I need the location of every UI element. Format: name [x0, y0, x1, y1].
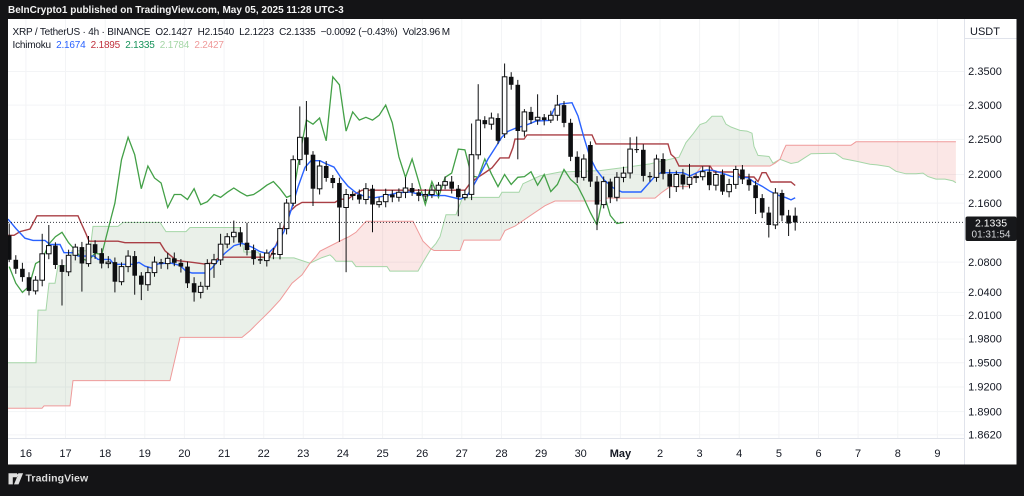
svg-text:24: 24: [337, 448, 349, 460]
svg-text:28: 28: [495, 448, 507, 460]
svg-text:2.0400: 2.0400: [968, 287, 1002, 299]
svg-text:1.9200: 1.9200: [968, 382, 1002, 394]
svg-text:26: 26: [416, 448, 428, 460]
svg-text:2.2500: 2.2500: [968, 134, 1002, 146]
svg-text:2.0100: 2.0100: [968, 310, 1002, 322]
svg-text:5: 5: [776, 448, 782, 460]
svg-text:9: 9: [934, 448, 940, 460]
svg-text:2.1335: 2.1335: [975, 218, 1007, 230]
svg-text:23: 23: [297, 448, 309, 460]
svg-text:30: 30: [575, 448, 587, 460]
svg-text:1.8900: 1.8900: [968, 406, 1002, 418]
svg-text:18: 18: [99, 448, 111, 460]
svg-text:2.3500: 2.3500: [968, 66, 1002, 78]
svg-text:2.3000: 2.3000: [968, 100, 1002, 112]
svg-text:4: 4: [736, 448, 742, 460]
svg-text:XRP / TetherUS · 4h · BINANCE: XRP / TetherUS · 4h · BINANCE O2.1427 H2…: [13, 27, 450, 38]
svg-text:May: May: [610, 448, 632, 460]
svg-text:8: 8: [895, 448, 901, 460]
svg-text:19: 19: [139, 448, 151, 460]
svg-text:29: 29: [535, 448, 547, 460]
svg-text:27: 27: [456, 448, 468, 460]
svg-text:1.8620: 1.8620: [968, 430, 1002, 442]
svg-text:3: 3: [697, 448, 703, 460]
svg-text:Ichimoku 2.1674 2.1895 2.13: Ichimoku 2.1674 2.1895 2.1335 2.1784 2.2…: [13, 40, 225, 51]
svg-text:USDT: USDT: [970, 26, 1000, 38]
svg-text:BeInCrypto1 published on Tradi: BeInCrypto1 published on TradingView.com…: [8, 5, 344, 16]
svg-text:21: 21: [218, 448, 230, 460]
svg-text:01:31:54: 01:31:54: [972, 230, 1011, 241]
svg-text:TradingView: TradingView: [26, 473, 89, 485]
svg-text:22: 22: [258, 448, 270, 460]
svg-text:25: 25: [376, 448, 388, 460]
svg-text:7: 7: [855, 448, 861, 460]
svg-text:6: 6: [815, 448, 821, 460]
svg-text:17: 17: [59, 448, 71, 460]
svg-text:20: 20: [178, 448, 190, 460]
svg-text:16: 16: [20, 448, 32, 460]
svg-text:2: 2: [657, 448, 663, 460]
svg-text:2.2000: 2.2000: [968, 169, 1002, 181]
svg-text:1.9500: 1.9500: [968, 358, 1002, 370]
svg-text:2.1600: 2.1600: [968, 198, 1002, 210]
svg-text:1.9800: 1.9800: [968, 334, 1002, 346]
svg-text:2.0800: 2.0800: [968, 257, 1002, 269]
